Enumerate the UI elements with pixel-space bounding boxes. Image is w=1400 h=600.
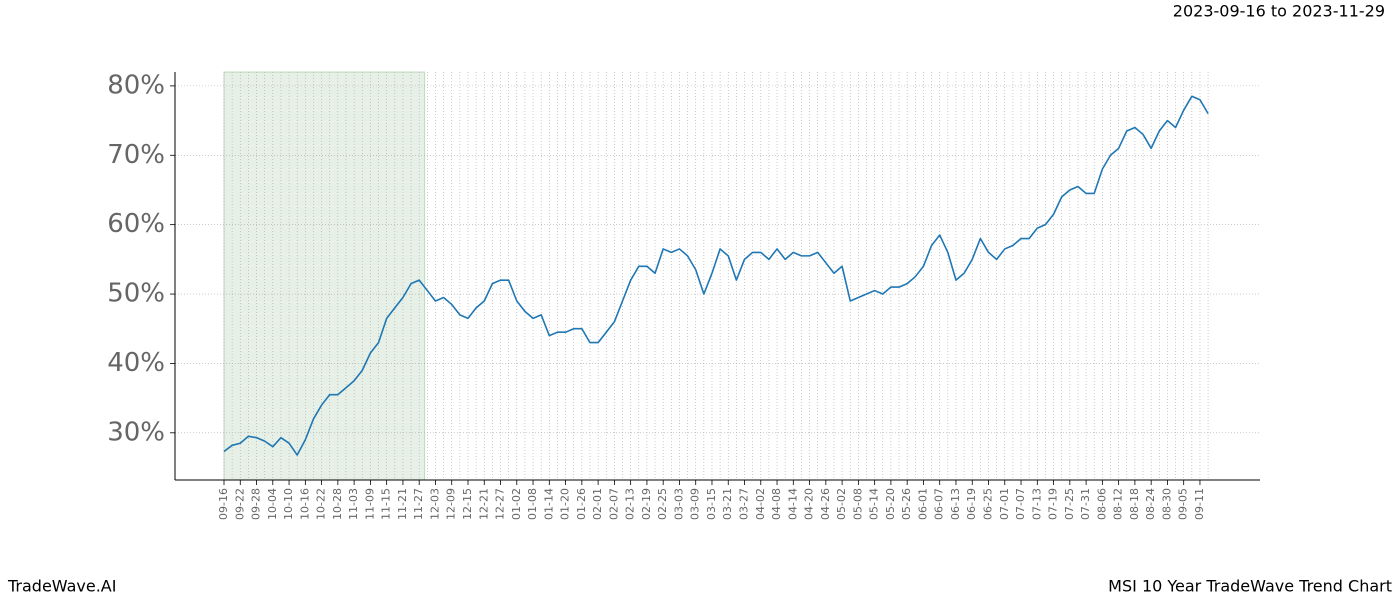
- x-tick-label: 01-02: [510, 488, 523, 520]
- y-tick-label: 40%: [107, 348, 165, 378]
- y-tick-label: 70%: [107, 140, 165, 170]
- x-tick-label: 05-20: [884, 488, 897, 520]
- x-tick-label: 10-10: [282, 488, 295, 520]
- x-tick-label: 11-09: [363, 488, 376, 520]
- x-tick-label: 07-31: [1079, 488, 1092, 520]
- x-tick-label: 11-15: [380, 488, 393, 520]
- footer-left: TradeWave.AI: [7, 577, 116, 596]
- y-tick-label: 80%: [107, 70, 165, 100]
- x-tick-label: 12-15: [461, 488, 474, 520]
- highlight-range: [223, 71, 426, 481]
- x-tick-label: 04-26: [819, 488, 832, 520]
- x-tick-label: 06-01: [916, 488, 929, 520]
- x-tick-label: 04-08: [770, 488, 783, 520]
- footer-right: MSI 10 Year TradeWave Trend Chart: [1108, 577, 1392, 596]
- x-tick-label: 10-22: [315, 488, 328, 520]
- x-tick-label: 08-06: [1095, 488, 1108, 520]
- x-tick-label: 07-25: [1063, 488, 1076, 520]
- x-tick-label: 07-19: [1047, 488, 1060, 520]
- x-tick-label: 05-08: [851, 488, 864, 520]
- x-tick-label: 06-13: [949, 488, 962, 520]
- x-tick-label: 02-07: [607, 488, 620, 520]
- x-tick-label: 03-27: [738, 488, 751, 520]
- x-tick-label: 04-14: [786, 488, 799, 520]
- x-tick-label: 10-16: [298, 488, 311, 520]
- x-tick-label: 02-01: [591, 488, 604, 520]
- x-tick-label: 07-07: [1014, 488, 1027, 520]
- y-tick-label: 50%: [107, 279, 165, 309]
- x-tick-label: 08-30: [1160, 488, 1173, 520]
- x-tick-label: 09-16: [217, 488, 230, 520]
- x-tick-label: 06-07: [933, 488, 946, 520]
- x-tick-label: 06-25: [982, 488, 995, 520]
- x-tick-label: 10-28: [331, 488, 344, 520]
- x-tick-label: 09-05: [1177, 488, 1190, 520]
- x-tick-label: 10-04: [266, 488, 279, 520]
- x-tick-label: 01-14: [542, 488, 555, 520]
- x-tick-label: 07-13: [1030, 488, 1043, 520]
- x-tick-label: 04-20: [803, 488, 816, 520]
- x-tick-label: 08-12: [1112, 488, 1125, 520]
- date-range: 2023-09-16 to 2023-11-29: [1173, 2, 1385, 21]
- x-tick-label: 01-26: [575, 488, 588, 520]
- x-tick-label: 01-20: [559, 488, 572, 520]
- x-tick-label: 05-14: [868, 488, 881, 520]
- x-tick-label: 09-11: [1193, 488, 1206, 520]
- y-tick-label: 60%: [107, 209, 165, 239]
- x-tick-label: 01-08: [526, 488, 539, 520]
- x-tick-label: 02-25: [656, 488, 669, 520]
- x-tick-label: 12-03: [428, 488, 441, 520]
- x-tick-label: 02-13: [624, 488, 637, 520]
- x-tick-label: 11-21: [396, 488, 409, 520]
- x-tick-label: 03-15: [705, 488, 718, 520]
- x-tick-label: 08-24: [1144, 488, 1157, 520]
- x-tick-label: 04-02: [754, 488, 767, 520]
- x-tick-label: 05-02: [835, 488, 848, 520]
- x-tick-label: 08-18: [1128, 488, 1141, 520]
- x-tick-label: 03-03: [672, 488, 685, 520]
- x-tick-label: 09-22: [233, 488, 246, 520]
- x-tick-label: 11-03: [347, 488, 360, 520]
- y-tick-label: 30%: [107, 417, 165, 447]
- x-tick-label: 11-27: [412, 488, 425, 520]
- x-tick-label: 12-27: [494, 488, 507, 520]
- x-tick-label: 07-01: [998, 488, 1011, 520]
- x-tick-label: 09-28: [250, 488, 263, 520]
- x-tick-label: 03-09: [689, 488, 702, 520]
- x-tick-label: 12-21: [477, 488, 490, 520]
- x-tick-label: 02-19: [640, 488, 653, 520]
- x-tick-label: 12-09: [445, 488, 458, 520]
- x-tick-label: 03-21: [721, 488, 734, 520]
- x-tick-label: 06-19: [965, 488, 978, 520]
- trend-line: [223, 95, 1209, 456]
- x-tick-label: 05-26: [900, 488, 913, 520]
